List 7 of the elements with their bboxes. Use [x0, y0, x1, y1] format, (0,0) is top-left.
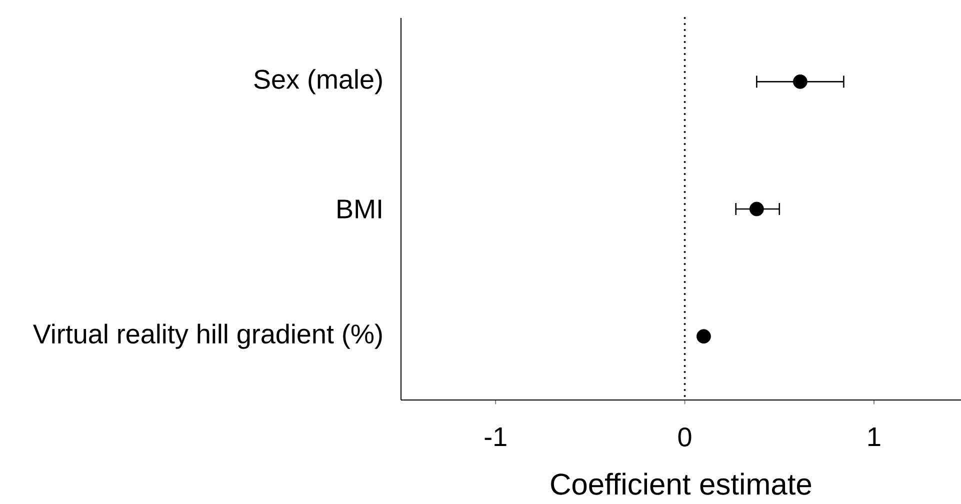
y-tick-label: BMI [338, 200, 382, 218]
x-tick-label: 1 [868, 427, 880, 446]
x-tick-label: -1 [484, 427, 506, 446]
x-axis-title: Coefficient estimate [551, 472, 812, 495]
y-tick-label: Virtual reality hill gradient (%) [33, 324, 382, 349]
y-tick-label: Sex (male) [254, 69, 382, 94]
x-tick-label: 0 [678, 427, 692, 447]
